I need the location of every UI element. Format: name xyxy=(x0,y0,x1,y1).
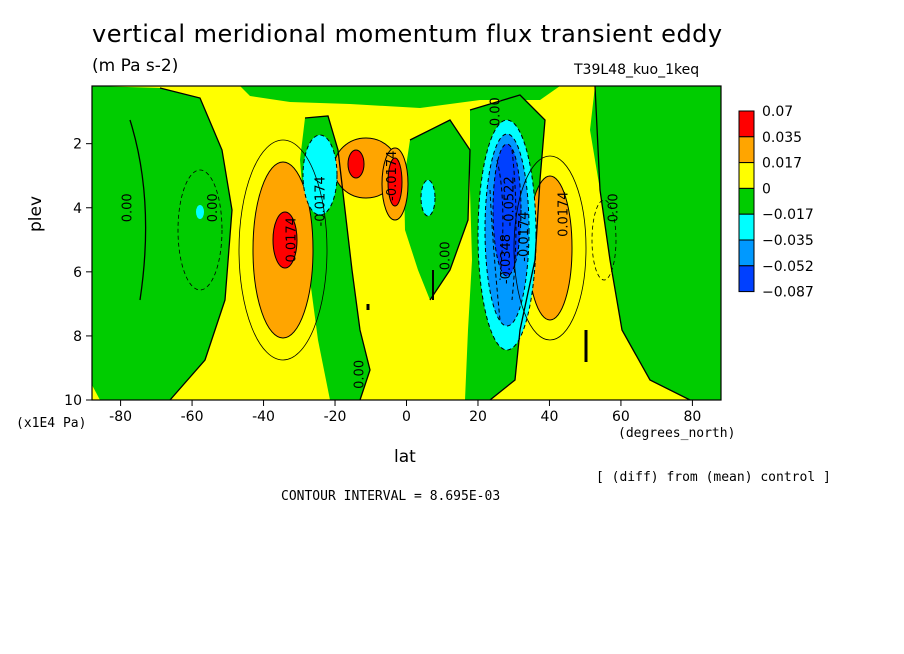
negative-core-sh xyxy=(302,134,338,216)
y-tick-label: 10 xyxy=(64,393,82,409)
x-tick-label: 20 xyxy=(469,409,487,425)
x-tick-label: 60 xyxy=(612,409,630,425)
x-tick-label: 80 xyxy=(683,409,701,425)
contour-label: 0.00 xyxy=(206,193,221,222)
x-axis-label: lat xyxy=(394,447,416,467)
x-tick-label: -40 xyxy=(252,409,275,425)
run-id-label: T39L48_kuo_1keq xyxy=(574,62,700,78)
y-tick-label: 6 xyxy=(73,265,82,281)
negative-region-top xyxy=(240,86,560,108)
positive-core-sh xyxy=(272,211,298,269)
contour-label: -0.0174 xyxy=(517,211,532,261)
negative-region-eq xyxy=(404,120,470,300)
units-label: (m Pa s-2) xyxy=(92,56,179,76)
negative-core-eq xyxy=(420,179,436,217)
colorbar-swatch xyxy=(738,187,755,215)
colorbar-label: −0.017 xyxy=(762,207,814,223)
colorbar-swatch xyxy=(738,213,755,241)
contour-label: 0.00 xyxy=(438,241,453,270)
contour-label: -0.0348 xyxy=(499,234,514,284)
colorbar-label: 0 xyxy=(762,181,771,197)
colorbar-swatch xyxy=(738,162,755,189)
contour-label: 0.00 xyxy=(606,193,621,222)
contour-label: 0.00 xyxy=(488,97,503,126)
x-tick-label: -60 xyxy=(181,409,204,425)
negative-region-far-sh xyxy=(92,86,232,400)
contour-label: -0.0174 xyxy=(313,176,328,226)
y-axis-unit: (x1E4 Pa) xyxy=(16,416,87,431)
contour-labels: 0.00 0.00 0.0174 -0.0174 -0.0174 0.00 0.00 0.00… xyxy=(120,97,621,389)
colorbar-label: −0.087 xyxy=(762,285,814,301)
contour-label: 0.00 xyxy=(120,193,135,222)
x-tick-label: -80 xyxy=(109,409,132,425)
y-tick-label: 2 xyxy=(73,137,82,153)
contour-label: -0.0174 xyxy=(385,151,400,201)
x-tick-label: -20 xyxy=(324,409,347,425)
negative-spot-sh xyxy=(196,205,204,219)
colorbar-label: −0.035 xyxy=(762,233,814,249)
contour-field xyxy=(92,86,721,400)
contour-label: 0.0174 xyxy=(285,217,300,262)
colorbar: 0.07 0.035 0.017 0 −0.017 −0.035 −0.052 −0.087 xyxy=(738,104,814,301)
x-tick-label: 0 xyxy=(402,409,411,425)
chart-title: vertical meridional momentum flux transi… xyxy=(92,20,723,48)
positive-core-eq xyxy=(387,157,403,207)
contour-label: 0.0174 xyxy=(556,191,571,237)
diff-note: [ (diff) from (mean) control ] xyxy=(596,470,831,485)
colorbar-swatch xyxy=(738,239,755,267)
colorbar-label: 0.07 xyxy=(762,104,793,120)
colorbar-label: 0.017 xyxy=(762,156,802,172)
colorbar-swatch xyxy=(738,265,755,293)
negative-region-far-nh xyxy=(590,86,721,400)
x-tick-label: 40 xyxy=(541,409,559,425)
colorbar-swatch xyxy=(738,136,755,164)
contour-label: -0.0522 xyxy=(503,176,518,226)
contour-label: 0.00 xyxy=(353,360,368,389)
colorbar-label: −0.052 xyxy=(762,259,814,275)
colorbar-label: 0.035 xyxy=(762,130,802,146)
axes: -80 -60 -40 -20 0 20 40 60 80 2 4 6 8 10 xyxy=(64,137,701,425)
x-axis-unit: (degrees_north) xyxy=(618,426,736,441)
y-tick-label: 4 xyxy=(73,201,82,217)
contour-interval: CONTOUR INTERVAL = 8.695E-03 xyxy=(281,489,501,504)
colorbar-swatch xyxy=(738,110,755,138)
positive-core-sh-upper xyxy=(347,149,365,179)
y-tick-label: 8 xyxy=(73,329,82,345)
